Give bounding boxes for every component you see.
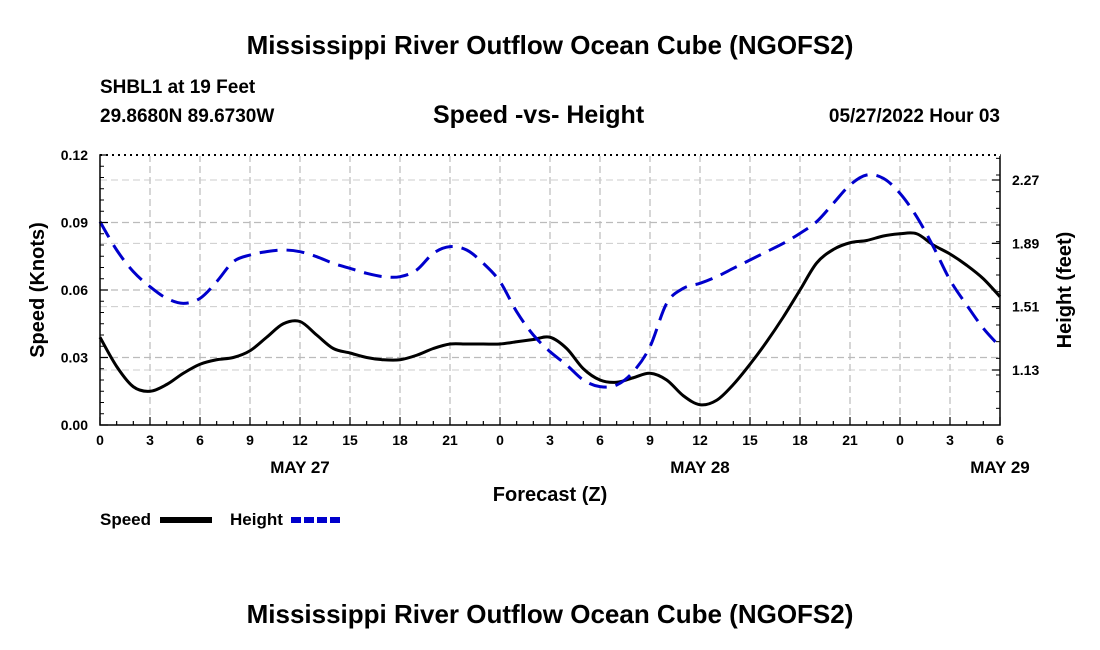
legend-label-height: Height: [230, 510, 283, 529]
y-axis-label: Speed (Knots): [27, 222, 49, 358]
x-tick-label: 18: [792, 432, 808, 448]
x-tick-label: 15: [742, 432, 758, 448]
x-tick-label: 0: [896, 432, 904, 448]
x-tick-label: 0: [96, 432, 104, 448]
x-tick-label: 9: [246, 432, 254, 448]
x-tick-label: 12: [292, 432, 308, 448]
x-tick-label: 3: [546, 432, 554, 448]
x-tick-label: 18: [392, 432, 408, 448]
station-coordinates: 29.8680N 89.6730W: [100, 106, 275, 127]
y2-tick-label: 1.13: [1012, 362, 1039, 378]
y-tick-label: 0.00: [61, 417, 88, 433]
legend-label-speed: Speed: [100, 510, 151, 529]
x-tick-label: 0: [496, 432, 504, 448]
station-label: SHBL1 at 19 Feet: [100, 77, 256, 98]
series-line-height: [98, 173, 1002, 389]
date-label: MAY 27: [270, 458, 330, 477]
series-line-speed: [98, 231, 1002, 407]
x-tick-label: 3: [946, 432, 954, 448]
chart-legend: Speed Height: [100, 510, 343, 529]
y2-tick-label: 2.27: [1012, 172, 1039, 188]
date-label: MAY 28: [670, 458, 730, 477]
y2-tick-label: 1.51: [1012, 299, 1039, 315]
x-tick-label: 3: [146, 432, 154, 448]
x-tick-label: 15: [342, 432, 358, 448]
bottom-title: Mississippi River Outflow Ocean Cube (NG…: [246, 599, 854, 629]
page-title: Mississippi River Outflow Ocean Cube (NG…: [246, 30, 854, 60]
x-tick-label: 6: [596, 432, 604, 448]
chart-series: [98, 173, 1002, 407]
y2-axis-label: Height (feet): [1054, 232, 1076, 349]
chart-subtitle: Speed -vs- Height: [433, 101, 645, 129]
chart-grid: [100, 155, 1000, 425]
y2-tick-label: 1.89: [1012, 235, 1039, 251]
y-tick-label: 0.12: [61, 147, 88, 163]
x-axis-label: Forecast (Z): [493, 484, 607, 506]
y-tick-label: 0.06: [61, 282, 88, 298]
x-tick-label: 6: [196, 432, 204, 448]
x-tick-label: 12: [692, 432, 708, 448]
chart-axes: [99, 154, 1001, 426]
x-tick-label: 9: [646, 432, 654, 448]
y-tick-label: 0.03: [61, 350, 88, 366]
forecast-datetime: 05/27/2022 Hour 03: [828, 106, 1000, 127]
x-tick-label: 6: [996, 432, 1004, 448]
chart-labels: 0 3 6 9 12 15 18 21 0 3 6 9 12 15 18 21 0 3 6 MAY 27 MAY 28 M…: [27, 147, 1076, 506]
date-label: MAY 29: [970, 458, 1030, 477]
y-tick-label: 0.09: [61, 215, 88, 231]
x-tick-label: 21: [442, 432, 458, 448]
x-tick-label: 21: [842, 432, 858, 448]
